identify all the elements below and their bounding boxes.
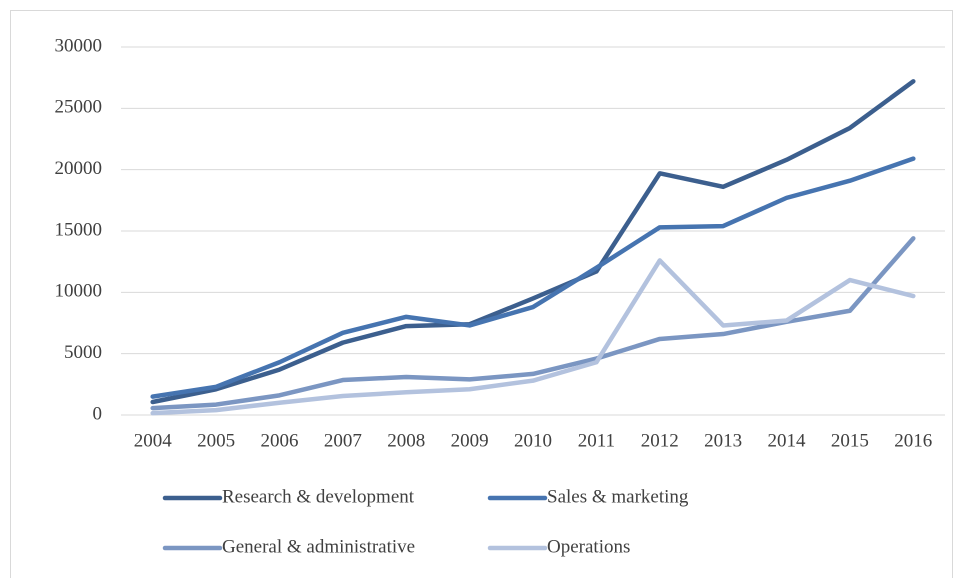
x-tick-label: 2005 — [197, 430, 235, 451]
y-tick-label: 5000 — [64, 342, 102, 363]
x-tick-label: 2016 — [894, 430, 932, 451]
series-line — [150, 258, 916, 416]
x-tick-label: 2011 — [578, 430, 615, 451]
y-tick-label: 15000 — [55, 219, 103, 240]
series-line — [150, 156, 916, 399]
y-tick-label: 25000 — [55, 97, 103, 118]
chart-border — [10, 10, 953, 578]
x-tick-label: 2007 — [324, 430, 362, 451]
x-tick-label: 2010 — [514, 430, 552, 451]
legend-label: Operations — [547, 536, 630, 557]
legend-label: Sales & marketing — [547, 486, 689, 507]
legend-label: General & administrative — [222, 536, 415, 557]
y-tick-label: 10000 — [55, 281, 103, 302]
x-tick-label: 2014 — [768, 430, 807, 451]
y-tick-label: 0 — [93, 403, 103, 424]
y-tick-label: 20000 — [55, 158, 103, 179]
x-tick-label: 2008 — [387, 430, 425, 451]
x-tick-label: 2004 — [134, 430, 173, 451]
x-tick-label: 2006 — [260, 430, 298, 451]
x-tick-label: 2009 — [451, 430, 489, 451]
x-tick-label: 2013 — [704, 430, 742, 451]
y-tick-label: 30000 — [55, 35, 103, 56]
x-tick-label: 2015 — [831, 430, 869, 451]
series-line — [150, 79, 916, 405]
x-tick-label: 2012 — [641, 430, 679, 451]
legend-label: Research & development — [222, 486, 415, 507]
